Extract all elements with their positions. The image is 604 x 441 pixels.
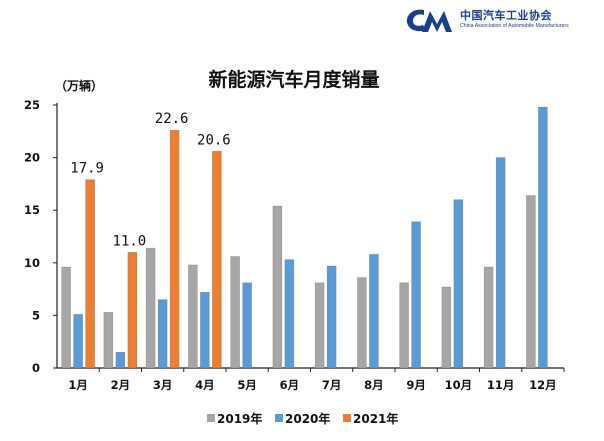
bar-2021年-3月 bbox=[169, 129, 180, 369]
x-tick-label: 11月 bbox=[487, 378, 515, 392]
data-labels: 17.9 11.0 22.6 20.6 bbox=[70, 111, 230, 249]
bar-2020年-3月 bbox=[157, 299, 168, 369]
y-tick-label: 25 bbox=[24, 98, 40, 112]
legend-label: 2019年 bbox=[217, 411, 262, 426]
x-tick-label: 8月 bbox=[364, 378, 384, 392]
bar-2019年-7月 bbox=[314, 282, 325, 369]
bar-2019年-8月 bbox=[357, 277, 367, 369]
x-tick-label: 10月 bbox=[445, 378, 473, 392]
bar-2020年-6月 bbox=[284, 259, 295, 369]
x-tick-label: 7月 bbox=[322, 378, 342, 392]
x-tick-label: 12月 bbox=[529, 378, 557, 392]
data-label: 22.6 bbox=[155, 111, 189, 127]
x-tick-label: 1月 bbox=[68, 378, 88, 392]
legend: 2019年 2020年 2021年 bbox=[207, 411, 398, 426]
legend-label: 2020年 bbox=[285, 411, 330, 426]
data-label: 20.6 bbox=[197, 132, 231, 148]
bar-2020年-9月 bbox=[411, 221, 421, 369]
bar-2019年-6月 bbox=[272, 205, 283, 369]
x-tick-label: 5月 bbox=[237, 378, 257, 392]
caam-logo-icon bbox=[406, 9, 452, 32]
x-tick-label: 9月 bbox=[406, 378, 426, 392]
bar-2021年-4月 bbox=[212, 151, 222, 369]
y-tick-label: 5 bbox=[32, 308, 40, 322]
bar-2020年-7月 bbox=[326, 265, 337, 369]
legend-swatch bbox=[207, 414, 215, 422]
association-logo: 中国汽车工业协会 China Association of Automobile… bbox=[404, 4, 594, 38]
chart-title: 新能源汽车月度销量 bbox=[208, 68, 379, 91]
y-tick-label: 10 bbox=[24, 256, 40, 270]
y-tick-label: 20 bbox=[24, 151, 40, 165]
association-name: 中国汽车工业协会 bbox=[460, 9, 552, 22]
x-tick-label: 6月 bbox=[280, 378, 300, 392]
bar-2020年-8月 bbox=[369, 254, 379, 369]
y-tick-label: 0 bbox=[32, 361, 40, 375]
bar-2019年-1月 bbox=[61, 266, 71, 369]
bar-2019年-5月 bbox=[230, 256, 240, 369]
bar-2019年-2月 bbox=[103, 311, 114, 369]
bar-2020年-4月 bbox=[200, 292, 210, 369]
bar-2020年-1月 bbox=[73, 314, 83, 369]
bar-2021年-2月 bbox=[127, 252, 138, 369]
y-tick-label: 15 bbox=[24, 203, 40, 217]
bar-2019年-9月 bbox=[399, 282, 409, 369]
bar-2020年-2月 bbox=[115, 351, 126, 369]
x-tick-label: 2月 bbox=[111, 378, 131, 392]
bar-2020年-12月 bbox=[538, 106, 548, 369]
bar-2020年-10月 bbox=[453, 199, 464, 369]
legend-swatch bbox=[343, 414, 351, 422]
x-tick-label: 4月 bbox=[195, 378, 215, 392]
axes: 0 5 10 15 20 25 1月 2月 3月 4月 5月 6月 7月 8月 9月 10月 11月 12月 bbox=[24, 98, 565, 392]
data-label: 17.9 bbox=[70, 161, 104, 177]
bar-2020年-5月 bbox=[242, 282, 252, 369]
x-tick-label: 3月 bbox=[153, 378, 173, 392]
legend-swatch bbox=[275, 414, 283, 422]
y-unit-label: （万辆） bbox=[55, 78, 103, 93]
bar-2021年-1月 bbox=[85, 179, 95, 369]
legend-label: 2021年 bbox=[353, 411, 398, 426]
bars bbox=[61, 106, 548, 369]
bar-2019年-3月 bbox=[145, 247, 156, 369]
association-subtitle: China Association of Automobile Manufact… bbox=[460, 23, 569, 29]
bar-2019年-11月 bbox=[483, 266, 494, 369]
bar-2019年-10月 bbox=[441, 286, 452, 369]
data-label: 11.0 bbox=[113, 233, 147, 249]
bar-2019年-12月 bbox=[526, 195, 536, 369]
bar-2020年-11月 bbox=[495, 157, 506, 369]
bar-2019年-4月 bbox=[188, 264, 198, 369]
